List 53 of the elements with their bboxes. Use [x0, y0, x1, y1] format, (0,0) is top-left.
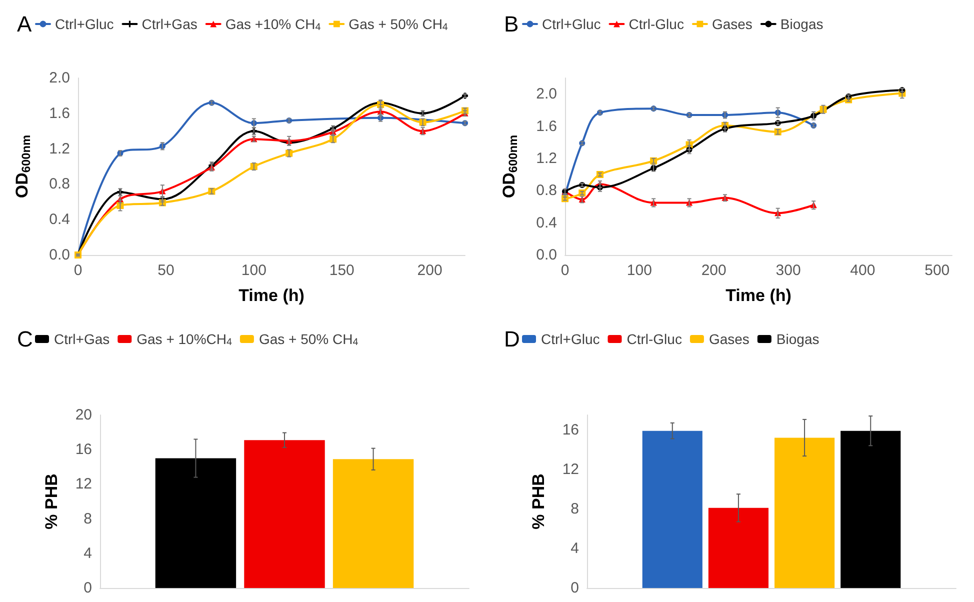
chart-title: A [17, 12, 32, 36]
y-tick-label: 8 [84, 510, 92, 528]
x-tick-label: 200 [417, 262, 442, 279]
y-axis-title: OD600nm [499, 134, 520, 198]
chart-title: B [504, 12, 519, 36]
y-tick-label: 1.6 [49, 104, 70, 122]
legend-label: Ctrl+Gas [142, 16, 198, 32]
y-tick-label: 8 [570, 500, 579, 518]
y-axis-title: % PHB [529, 474, 548, 530]
x-tick-label: 150 [329, 262, 354, 279]
x-axis-title: Time (h) [238, 286, 304, 305]
legend-label: Ctrl-Gluc [626, 331, 682, 347]
y-tick-label: 1.2 [49, 140, 70, 158]
x-tick-label: 100 [241, 262, 266, 279]
legend-label: Ctrl+Gluc [541, 331, 600, 347]
y-tick-label: 1.6 [536, 118, 557, 135]
y-axis-title: OD600nm [12, 134, 33, 198]
y-tick-label: 0.4 [536, 214, 557, 232]
legend-label: Biogas [780, 16, 824, 32]
y-tick-label: 2.0 [49, 70, 70, 86]
y-tick-label: 0.0 [49, 246, 70, 264]
x-tick-label: 100 [626, 262, 652, 279]
x-tick-label: 50 [158, 262, 174, 279]
x-tick-label: 500 [924, 262, 950, 279]
legend-label: Biogas [776, 331, 820, 347]
y-tick-label: 0 [84, 580, 92, 596]
y-tick-label: 16 [75, 441, 92, 458]
x-axis-title: Time (h) [726, 286, 792, 305]
legend-label: Gases [708, 331, 750, 347]
y-tick-label: 0.0 [536, 246, 557, 264]
y-tick-label: 16 [562, 421, 579, 438]
y-axis-title: % PHB [42, 474, 61, 530]
y-tick-label: 4 [570, 540, 579, 557]
x-tick-label: 400 [850, 262, 876, 279]
x-tick-label: 300 [776, 262, 801, 279]
y-tick-label: 0 [570, 580, 579, 596]
y-tick-label: 4 [84, 544, 92, 562]
legend-label: Ctrl+Gluc [542, 16, 601, 32]
chart-title: D [504, 326, 520, 352]
y-tick-label: 12 [75, 476, 92, 493]
y-tick-label: 20 [75, 406, 92, 424]
legend-label: Ctrl+Gluc [55, 16, 114, 32]
x-tick-label: 200 [701, 262, 726, 279]
y-tick-label: 0.8 [536, 182, 557, 200]
y-tick-label: 1.2 [536, 150, 557, 167]
y-tick-label: 0.4 [49, 211, 70, 228]
legend-label: Ctrl-Gluc [628, 16, 684, 32]
legend-label: Ctrl+Gas [54, 331, 110, 347]
legend-label: Gases [712, 16, 752, 32]
y-tick-label: 0.8 [49, 176, 70, 193]
chart-title: C [17, 326, 33, 352]
y-tick-label: 12 [562, 460, 579, 478]
y-tick-label: 2.0 [536, 86, 557, 103]
